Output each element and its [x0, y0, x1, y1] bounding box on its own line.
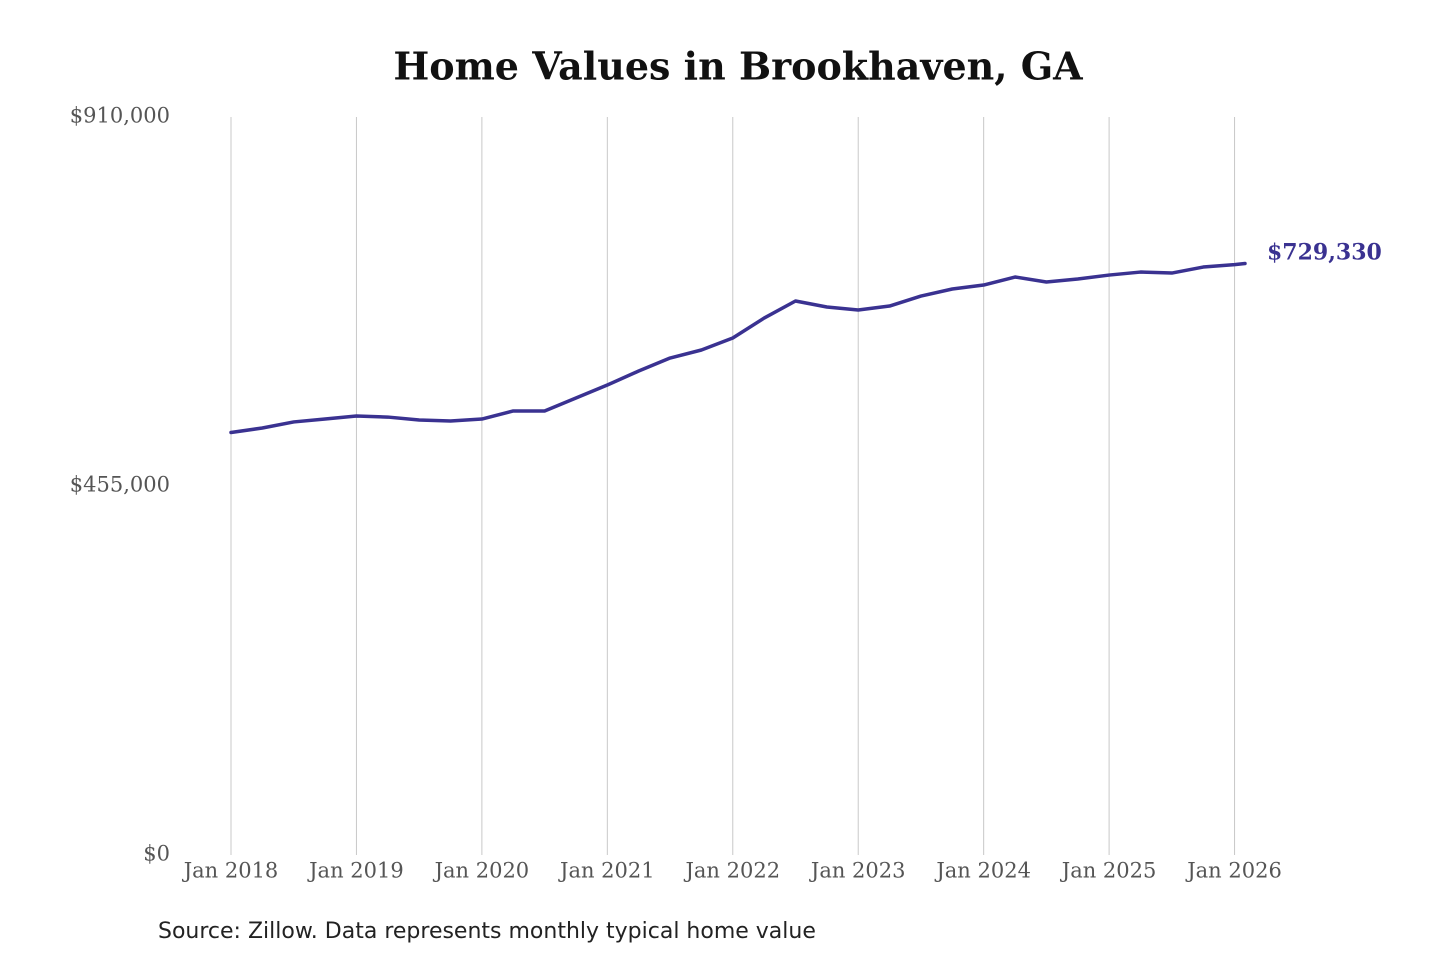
x-tick-label: Jan 2025 [1060, 859, 1157, 883]
y-tick-label: $455,000 [70, 473, 170, 497]
value-label: $729,330 [1267, 240, 1382, 266]
x-tick-label: Jan 2019 [307, 859, 404, 883]
x-tick-label: Jan 2020 [433, 859, 530, 883]
source-note: Source: Zillow. Data represents monthly … [158, 919, 816, 944]
y-tick-label: $910,000 [70, 104, 170, 128]
x-tick-label: Jan 2022 [683, 859, 780, 883]
x-tick-label: Jan 2018 [182, 859, 279, 883]
x-tick-label: Jan 2021 [558, 859, 655, 883]
x-tick-label: Jan 2026 [1185, 859, 1282, 883]
x-tick-label: Jan 2023 [809, 859, 906, 883]
line [229, 261, 1247, 435]
chart-title: Home Values in Brookhaven, GA [393, 44, 1083, 89]
x-tick-label: Jan 2024 [934, 859, 1031, 883]
y-tick-label: $0 [143, 842, 170, 866]
